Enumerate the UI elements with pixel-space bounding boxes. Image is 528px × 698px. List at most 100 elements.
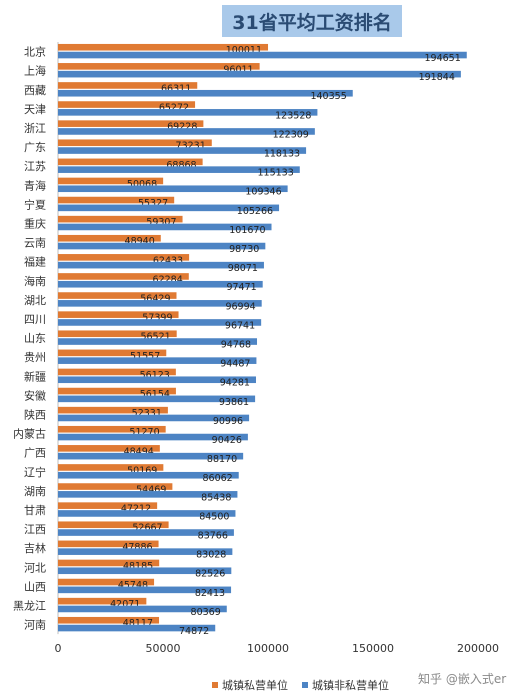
- data-label-nonprivate: 140355: [310, 91, 346, 102]
- bar-private: [58, 502, 158, 509]
- data-label-nonprivate: 83766: [198, 530, 228, 541]
- bar-private: [58, 521, 169, 529]
- data-label-nonprivate: 85438: [201, 492, 231, 503]
- bar-private: [58, 464, 164, 471]
- bar-private: [58, 139, 212, 147]
- bar-nonprivate: [58, 338, 258, 345]
- bar-nonprivate: [58, 605, 227, 613]
- data-label-nonprivate: 118133: [264, 148, 300, 159]
- data-label-private: 52331: [132, 408, 162, 419]
- bar-private: [58, 158, 203, 166]
- category-label: 广西: [24, 447, 46, 460]
- bar-private: [58, 311, 179, 318]
- data-label-nonprivate: 74872: [179, 626, 209, 637]
- data-label-nonprivate: 191844: [419, 72, 455, 83]
- data-label-private: 100011: [226, 45, 262, 56]
- bar-nonprivate: [58, 300, 262, 307]
- data-label-nonprivate: 105266: [237, 206, 273, 217]
- bar-nonprivate: [58, 414, 250, 422]
- bar-private: [58, 540, 159, 548]
- category-label: 贵州: [24, 351, 46, 364]
- data-label-nonprivate: 86062: [202, 473, 232, 484]
- bar-private: [58, 330, 177, 338]
- data-label-private: 59307: [146, 217, 176, 228]
- data-label-private: 56154: [140, 389, 170, 400]
- data-label-private: 52667: [132, 523, 162, 534]
- bar-private: [58, 177, 164, 185]
- data-label-nonprivate: 83028: [196, 550, 226, 561]
- data-label-private: 51270: [129, 427, 159, 438]
- data-label-private: 73231: [176, 141, 206, 152]
- bar-nonprivate: [58, 357, 257, 364]
- bar-private: [58, 616, 160, 624]
- data-label-private: 56429: [140, 293, 170, 304]
- data-label-private: 47886: [122, 542, 152, 553]
- category-label: 江苏: [24, 160, 46, 173]
- data-label-private: 68868: [166, 160, 196, 171]
- data-label-nonprivate: 84500: [199, 511, 229, 522]
- bar-private: [58, 292, 177, 299]
- bar-private: [58, 234, 161, 242]
- category-label: 青海: [24, 178, 46, 192]
- category-label: 安徽: [24, 388, 46, 402]
- data-label-nonprivate: 82413: [195, 588, 225, 599]
- bar-nonprivate: [58, 510, 236, 517]
- bar-private: [58, 63, 260, 70]
- bar-nonprivate: [58, 491, 238, 498]
- bar-nonprivate: [58, 128, 315, 135]
- data-label-nonprivate: 94768: [221, 339, 251, 350]
- data-label-nonprivate: 98071: [228, 263, 258, 274]
- data-label-private: 66311: [161, 83, 191, 94]
- bar-nonprivate: [58, 376, 256, 384]
- data-label-private: 48940: [125, 236, 155, 247]
- data-label-private: 56123: [140, 370, 170, 381]
- bar-nonprivate: [58, 204, 280, 212]
- bar-private: [58, 82, 198, 89]
- legend: 城镇私营单位 城镇非私营单位: [212, 677, 389, 693]
- legend-label-private: 城镇私营单位: [222, 679, 288, 692]
- bar-private: [58, 43, 269, 51]
- data-label-private: 47212: [121, 504, 151, 515]
- bar-nonprivate: [58, 261, 264, 269]
- category-label: 黑龙江: [13, 599, 46, 612]
- data-label-nonprivate: 94281: [220, 378, 250, 389]
- data-label-nonprivate: 93861: [219, 397, 249, 408]
- data-label-nonprivate: 123528: [275, 110, 311, 121]
- category-label: 广东: [24, 141, 46, 154]
- bar-nonprivate: [58, 452, 244, 460]
- bar-private: [58, 215, 183, 223]
- bar-nonprivate: [58, 529, 234, 536]
- data-label-nonprivate: 109346: [245, 187, 281, 198]
- bar-nonprivate: [58, 166, 300, 173]
- data-label-private: 48185: [123, 561, 153, 572]
- category-label: 海南: [24, 274, 46, 288]
- bar-nonprivate: [58, 51, 467, 59]
- data-label-nonprivate: 97471: [226, 282, 256, 293]
- category-label: 陕西: [24, 407, 46, 421]
- legend-swatch-nonprivate: [302, 682, 308, 688]
- bar-private: [58, 559, 160, 567]
- data-label-nonprivate: 80369: [191, 607, 221, 618]
- data-label-nonprivate: 94487: [220, 359, 250, 370]
- data-label-private: 42071: [110, 599, 140, 610]
- bar-private: [58, 196, 175, 204]
- category-label: 甘肃: [24, 504, 46, 517]
- bar-private: [58, 273, 189, 280]
- data-label-private: 48117: [123, 618, 153, 629]
- x-tick-label: 100000: [247, 642, 289, 655]
- data-label-nonprivate: 90996: [213, 416, 243, 427]
- bar-nonprivate: [58, 70, 461, 78]
- category-label: 吉林: [24, 541, 46, 555]
- bar-nonprivate: [58, 319, 262, 326]
- data-label-private: 50169: [127, 465, 157, 476]
- legend-item-nonprivate: 城镇非私营单位: [302, 677, 389, 693]
- category-label: 辽宁: [24, 465, 46, 479]
- bar-nonprivate: [58, 147, 307, 154]
- bar-private: [58, 349, 167, 357]
- data-label-nonprivate: 122309: [273, 129, 309, 140]
- bar-private: [58, 483, 173, 490]
- data-label-nonprivate: 194651: [425, 53, 461, 64]
- data-label-private: 50068: [127, 179, 157, 190]
- bar-nonprivate: [58, 223, 272, 231]
- bar-private: [58, 578, 155, 586]
